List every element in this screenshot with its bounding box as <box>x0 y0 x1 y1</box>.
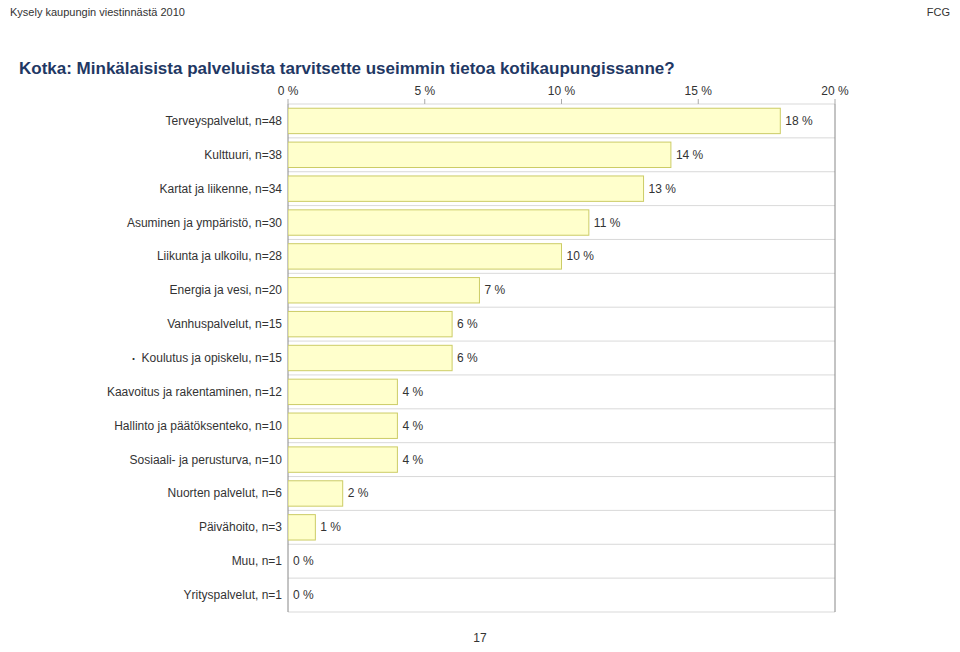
data-label: 4 % <box>402 453 423 467</box>
x-tick <box>288 99 289 104</box>
bars <box>288 108 780 540</box>
category-label: Hallinto ja päätöksenteko, n=10 <box>114 419 282 433</box>
x-tick-label: 20 % <box>821 84 849 98</box>
row-separator <box>288 171 835 172</box>
row-separator <box>288 374 835 375</box>
row-separator <box>288 578 835 579</box>
row-separator <box>288 205 835 206</box>
x-tick-label: 5 % <box>414 84 435 98</box>
x-tick <box>835 99 836 104</box>
x-tick-label: 10 % <box>548 84 576 98</box>
data-label: 10 % <box>567 249 595 263</box>
annotation: Kysely kaupungin viestinnästä 2010 <box>10 6 185 18</box>
data-label: 2 % <box>348 486 369 500</box>
bar <box>288 413 397 438</box>
data-label: 7 % <box>484 283 505 297</box>
data-label: 4 % <box>402 385 423 399</box>
x-axis: 0 % 5 % 10 % 15 % 20 % <box>278 84 849 104</box>
data-label: 18 % <box>785 114 813 128</box>
bar <box>288 549 289 574</box>
annotation: FCG <box>927 6 950 18</box>
y-axis: Terveyspalvelut, n=48 Kulttuuri, n=38 Kart… <box>107 114 282 602</box>
x-tick <box>424 99 425 104</box>
row-separator <box>288 239 835 240</box>
bar <box>288 108 780 133</box>
range-end-line <box>835 104 836 612</box>
category-label: Nuorten palvelut, n=6 <box>168 486 283 500</box>
data-label: 6 % <box>457 351 478 365</box>
bar <box>288 447 397 472</box>
category-label: Yrityspalvelut, n=1 <box>184 588 283 602</box>
chart: Kysely kaupungin viestinnästä 2010 FCG 17 K… <box>0 0 960 652</box>
category-label: Energia ja vesi, n=20 <box>170 283 283 297</box>
bar <box>288 582 289 607</box>
bar <box>288 210 589 235</box>
x-tick <box>698 99 699 104</box>
annotation: · <box>131 348 137 368</box>
data-label: 13 % <box>649 182 677 196</box>
category-label: Vanhuspalvelut, n=15 <box>167 317 282 331</box>
row-separator <box>288 510 835 511</box>
x-tick <box>561 99 562 104</box>
category-label: Asuminen ja ympäristö, n=30 <box>127 216 282 230</box>
row-separator <box>288 476 835 477</box>
x-tick-label: 15 % <box>685 84 713 98</box>
row-separator <box>288 137 835 138</box>
category-label: Muu, n=1 <box>232 554 283 568</box>
category-label: Kartat ja liikenne, n=34 <box>160 182 283 196</box>
annotation: 17 <box>473 631 487 645</box>
bar <box>288 481 343 506</box>
data-labels: 18 % 14 % 13 % 11 % 10 % 7 % 6 % 6 % 4 % 4 % 4 % 2 … <box>293 114 813 602</box>
data-label: 0 % <box>293 554 314 568</box>
bar <box>288 176 644 201</box>
data-label: 0 % <box>293 588 314 602</box>
category-label: Päivähoito, n=3 <box>199 520 282 534</box>
x-tick-label: 0 % <box>278 84 299 98</box>
category-label: Kulttuuri, n=38 <box>204 148 282 162</box>
category-label: Sosiaali- ja perusturva, n=10 <box>130 453 283 467</box>
data-label: 14 % <box>676 148 704 162</box>
data-label: 11 % <box>594 216 621 230</box>
row-separator <box>288 442 835 443</box>
row-separator <box>288 544 835 545</box>
data-label: 6 % <box>457 317 478 331</box>
category-label: Liikunta ja ulkoilu, n=28 <box>157 249 282 263</box>
category-label: Koulutus ja opiskelu, n=15 <box>142 351 283 365</box>
row-separator <box>288 612 835 613</box>
bar <box>288 311 452 336</box>
bar <box>288 142 671 167</box>
bar <box>288 379 397 404</box>
category-label: Kaavoitus ja rakentaminen, n=12 <box>107 385 282 399</box>
separators <box>288 104 835 612</box>
data-label: 4 % <box>402 419 423 433</box>
row-separator <box>288 307 835 308</box>
row-separator <box>288 273 835 274</box>
bar <box>288 515 315 540</box>
row-separator <box>288 341 835 342</box>
bar <box>288 345 452 370</box>
row-separator <box>288 408 835 409</box>
data-label: 1 % <box>320 520 341 534</box>
bar <box>288 244 562 269</box>
bar <box>288 278 479 303</box>
category-label: Terveyspalvelut, n=48 <box>166 114 283 128</box>
title: Kotka: Minkälaisista palveluista tarvits… <box>19 59 675 78</box>
